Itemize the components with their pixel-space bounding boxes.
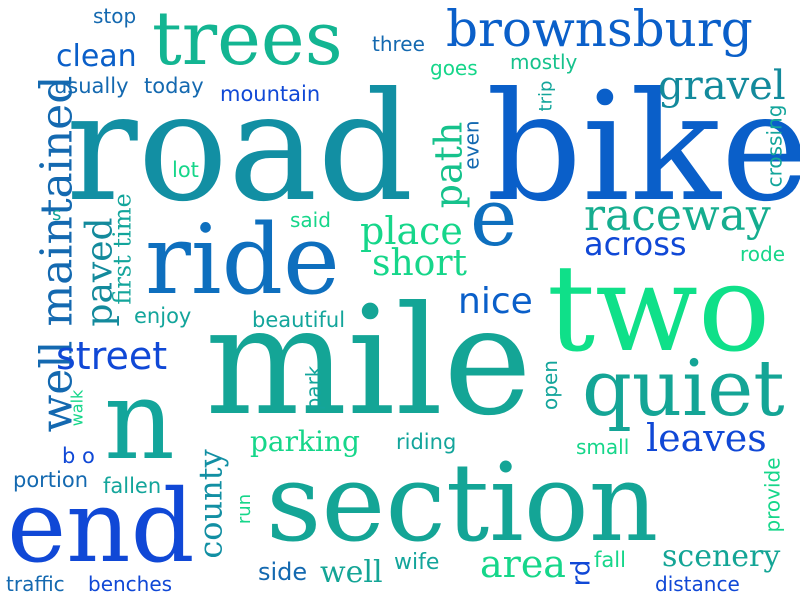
word-short: short (372, 243, 468, 284)
word-open: open (537, 360, 562, 410)
word-gravel: gravel (658, 63, 786, 109)
word-ride: ride (145, 204, 340, 316)
word-goes: goes (430, 56, 478, 80)
word-s: s (52, 204, 62, 225)
word-lot: lot (172, 158, 199, 182)
word-section: section (266, 441, 659, 566)
word-small: small (576, 435, 630, 459)
word-mile: mile (205, 275, 532, 449)
word-end: end (7, 468, 195, 585)
word-two: two (547, 240, 771, 379)
word-said: said (290, 208, 331, 232)
word-wife: wife (394, 550, 440, 575)
word-area: area (480, 542, 566, 586)
word-usually: usually (54, 74, 129, 98)
word-scenery: scenery (662, 539, 781, 574)
word-mostly: mostly (510, 50, 578, 74)
word-e: e (470, 171, 518, 264)
word-mountain: mountain (220, 82, 321, 106)
word-park: park (301, 365, 326, 411)
word-even: even (459, 120, 484, 170)
word-first-time: first time (108, 193, 137, 305)
word-trip: trip (535, 80, 557, 112)
word-run: run (234, 493, 256, 525)
word-parking: parking (250, 425, 360, 458)
word-road: road (66, 61, 414, 235)
word-fall: fall (594, 548, 626, 572)
word-county: county (191, 449, 230, 559)
word-place: place (360, 209, 463, 253)
word-rode: rode (740, 242, 786, 266)
word-today: today (144, 74, 204, 98)
word-benches: benches (88, 572, 173, 596)
word-rd: rd (566, 559, 597, 587)
word-well: well (320, 555, 383, 590)
word-portion: portion (13, 468, 89, 492)
word-nice: nice (458, 281, 533, 322)
word-stop: stop (93, 4, 137, 28)
word-quiet: quiet (582, 344, 785, 434)
word-crossing: crossing (762, 104, 787, 188)
word-side: side (258, 558, 308, 586)
word-brownsburg: brownsburg (446, 0, 753, 58)
word-leaves: leaves (646, 416, 767, 460)
word-riding: riding (396, 430, 457, 454)
word-bike: bike (486, 61, 800, 235)
word-three: three (372, 32, 425, 56)
word-provide: provide (760, 457, 785, 533)
word-raceway: raceway (584, 190, 771, 241)
word-clean: clean (56, 39, 137, 74)
word-fallen: fallen (103, 474, 162, 498)
word-trees: trees (152, 0, 343, 82)
word-distance: distance (655, 572, 740, 596)
word-traffic: traffic (6, 572, 65, 596)
word-b-o: b o (62, 444, 95, 468)
word-beautiful: beautiful (252, 308, 346, 332)
word-well-maintained: well maintained (31, 75, 83, 433)
word-walk: walk (67, 389, 87, 427)
word-across: across (584, 225, 687, 263)
word-street: street (56, 334, 168, 378)
word-enjoy: enjoy (134, 304, 192, 328)
word-n: n (104, 356, 175, 484)
